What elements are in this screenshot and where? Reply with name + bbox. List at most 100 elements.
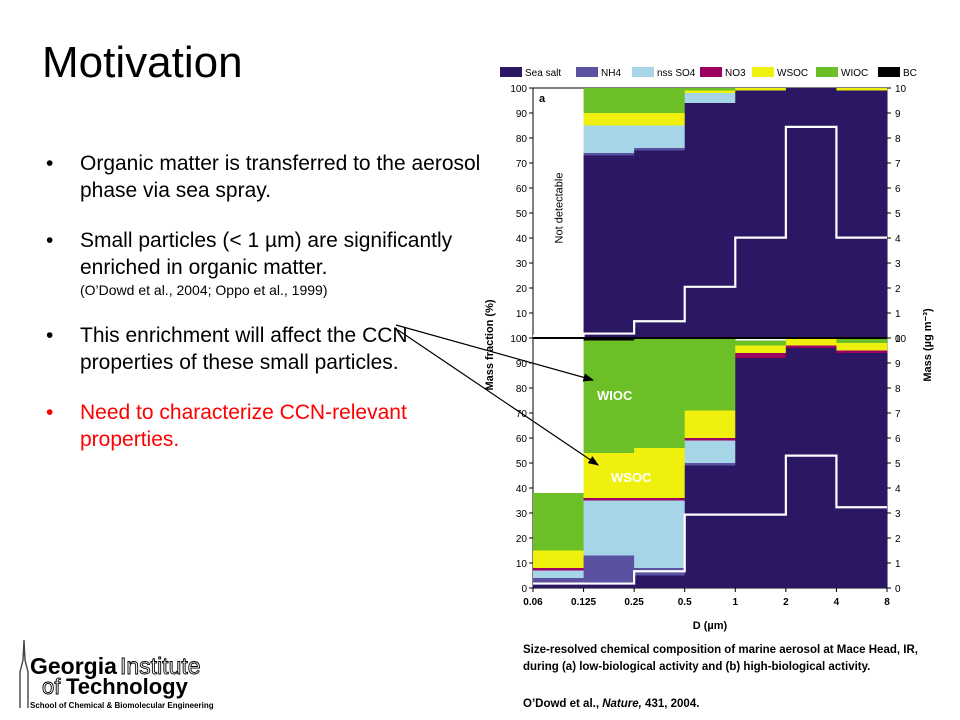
logo-technology: Technology xyxy=(66,674,189,699)
segment-wsoc xyxy=(634,448,686,498)
x-tick-label: 0.125 xyxy=(571,597,596,608)
y2-tick-label: 10 xyxy=(895,84,907,95)
mass-line xyxy=(533,454,887,585)
segment-wioc xyxy=(583,340,635,453)
x-tick-label: 0.06 xyxy=(523,597,543,608)
segment-sea-salt xyxy=(836,90,888,338)
y2-tick-label: 3 xyxy=(895,509,901,520)
segment-sea-salt xyxy=(735,358,787,588)
mass-line xyxy=(533,125,887,338)
x-tick-label: 2 xyxy=(783,597,789,608)
segment-nss-so4 xyxy=(684,93,736,103)
segment-sea-salt xyxy=(684,103,736,338)
y2-tick-label: 6 xyxy=(895,184,901,195)
legend-swatch xyxy=(576,67,598,77)
legend-swatch xyxy=(500,67,522,77)
y2-tick-label: 5 xyxy=(895,459,901,470)
reference-details: 431, 2004. xyxy=(641,698,700,710)
y-tick-label: 40 xyxy=(516,484,528,495)
x-tick-label: 1 xyxy=(733,597,739,608)
segment-wioc xyxy=(533,493,584,551)
legend-label: Sea salt xyxy=(525,68,561,79)
y2-tick-label: 4 xyxy=(895,234,901,245)
bullet-text: This enrichment will affect the CCN prop… xyxy=(80,324,408,374)
legend-label: NH4 xyxy=(601,68,621,79)
chart-panels: a Not detectable b xyxy=(532,87,888,589)
legend-label: nss SO4 xyxy=(657,68,696,79)
segment-sea-salt xyxy=(583,155,635,338)
chart-axes: 0102030405060708090100012345678910010203… xyxy=(510,84,906,608)
segment-nh4 xyxy=(583,153,635,156)
legend-item: WSOC xyxy=(752,67,808,79)
segment-wsoc xyxy=(735,88,787,91)
y-tick-label: 80 xyxy=(516,134,528,145)
segment-nh4 xyxy=(634,568,686,576)
wsoc-callout-label: WSOC xyxy=(611,470,652,485)
x-tick-label: 0.5 xyxy=(678,597,692,608)
slide-title: Motivation xyxy=(42,38,243,87)
wioc-callout-label: WIOC xyxy=(597,388,633,403)
citation: (O’Dowd et al., 2004; Oppo et al., 1999) xyxy=(80,282,328,298)
segment-no3 xyxy=(583,498,635,501)
y-tick-label: 10 xyxy=(516,309,528,320)
y-tick-label: 70 xyxy=(516,159,528,170)
y-tick-label: 10 xyxy=(516,559,528,570)
segment-sea-salt xyxy=(735,90,787,338)
legend-label: WIOC xyxy=(841,68,868,79)
y2-tick-label: 8 xyxy=(895,134,901,145)
y2-tick-label: 10 xyxy=(895,334,907,345)
y2-tick-label: 2 xyxy=(895,284,901,295)
bullet-text: Need to characterize CCN-relevant proper… xyxy=(80,401,407,451)
y2-tick-label: 9 xyxy=(895,359,901,370)
segment-nss-so4 xyxy=(583,125,635,153)
y-tick-label: 40 xyxy=(516,234,528,245)
logo-georgia: Georgia xyxy=(30,653,117,679)
panel-frame xyxy=(532,337,888,589)
segment-sea-salt xyxy=(785,88,837,338)
y-tick-label: 30 xyxy=(516,509,528,520)
legend-item: NH4 xyxy=(576,67,621,79)
x-axis-label: D (µm) xyxy=(693,620,728,632)
y-tick-label: 0 xyxy=(521,584,527,595)
legend-item: nss SO4 xyxy=(632,67,696,79)
panel-a: a Not detectable xyxy=(532,87,888,339)
legend-label: WSOC xyxy=(777,68,808,79)
y-tick-label: 50 xyxy=(516,209,528,220)
segment-nh4 xyxy=(634,148,686,151)
y2-tick-label: 1 xyxy=(895,309,901,320)
bullet-item: Organic matter is transferred to the aer… xyxy=(42,150,482,204)
segment-wioc xyxy=(583,88,635,113)
segment-nh4 xyxy=(684,463,736,466)
y2-tick-label: 2 xyxy=(895,534,901,545)
legend-label: BC xyxy=(903,68,917,79)
panel-frame xyxy=(532,87,888,339)
legend-item: WIOC xyxy=(816,67,868,79)
y-tick-label: 100 xyxy=(510,334,527,345)
y2-axis-label: Mass (µg m⁻³) xyxy=(922,308,934,382)
y-tick-label: 90 xyxy=(516,109,528,120)
logo-institute: Institute xyxy=(120,653,201,679)
segment-nh4 xyxy=(533,578,584,583)
y2-tick-label: 7 xyxy=(895,159,901,170)
segment-wioc xyxy=(684,338,736,411)
legend-item: BC xyxy=(878,67,917,79)
y-tick-label: 100 xyxy=(510,84,527,95)
y-tick-label: 80 xyxy=(516,384,528,395)
segment-wsoc xyxy=(684,90,736,93)
segment-wsoc xyxy=(836,343,888,351)
x-tick-label: 4 xyxy=(834,597,840,608)
bullet-item-highlight: Need to characterize CCN-relevant proper… xyxy=(42,399,482,453)
segment-wioc xyxy=(836,338,888,343)
segment-wsoc xyxy=(684,410,736,438)
not-detectable-label: Not detectable xyxy=(553,173,565,244)
segment-wioc xyxy=(634,88,686,113)
segment-no3 xyxy=(836,350,888,353)
y-tick-label: 70 xyxy=(516,409,528,420)
segment-no3 xyxy=(634,498,686,501)
segment-wsoc xyxy=(583,453,635,498)
y2-tick-label: 3 xyxy=(895,259,901,270)
bullet-text: Organic matter is transferred to the aer… xyxy=(80,152,481,202)
segment-nss-so4 xyxy=(583,500,635,556)
segment-wsoc xyxy=(583,113,635,126)
legend-item: NO3 xyxy=(700,67,746,79)
